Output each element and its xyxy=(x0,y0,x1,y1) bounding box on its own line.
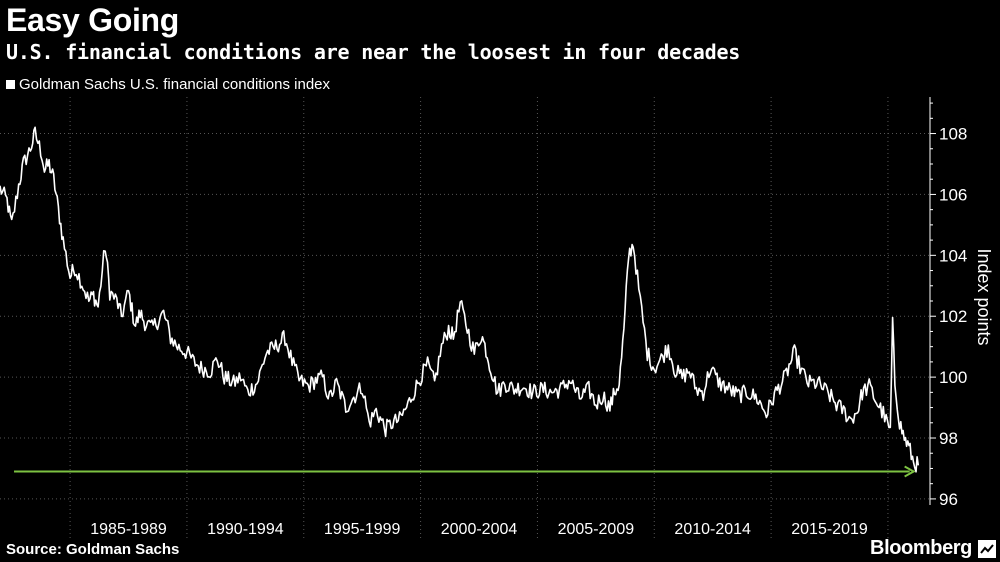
annotation-layer xyxy=(14,465,916,478)
x-period-label: 2005-2009 xyxy=(558,521,635,538)
bloomberg-logo: Bloomberg xyxy=(870,537,972,559)
y-axis-label: Index points xyxy=(974,248,994,345)
bloomberg-mark-icon xyxy=(978,540,996,558)
y-tick-label: 106 xyxy=(939,185,967,204)
legend: Goldman Sachs U.S. financial conditions … xyxy=(6,76,330,93)
y-tick-label: 102 xyxy=(939,307,967,326)
x-period-label: 2000-2004 xyxy=(441,521,518,538)
y-axis: 96 98 100 102 104 106 108 xyxy=(929,97,967,509)
chart-subtitle: U.S. financial conditions are near the l… xyxy=(6,40,741,64)
y-tick-label: 100 xyxy=(939,368,967,387)
source-note: Source: Goldman Sachs xyxy=(6,541,180,558)
legend-swatch xyxy=(6,80,15,89)
x-period-label: 2010-2014 xyxy=(674,521,751,538)
x-period-label: 2015-2019 xyxy=(791,521,868,538)
series-line xyxy=(0,126,920,473)
chart-title: Easy Going xyxy=(6,2,180,38)
x-period-label: 1990-1994 xyxy=(207,521,284,538)
annotation-arrow-head xyxy=(904,465,916,478)
y-tick-label: 108 xyxy=(939,125,967,144)
y-tick-label: 98 xyxy=(939,429,958,448)
y-tick-label: 96 xyxy=(939,490,958,509)
y-tick-label: 104 xyxy=(939,246,967,265)
x-period-label: 1985-1989 xyxy=(90,521,167,538)
series-layer xyxy=(0,126,920,473)
legend-label: Goldman Sachs U.S. financial conditions … xyxy=(19,76,331,93)
x-period-label: 1995-1999 xyxy=(324,521,401,538)
x-axis: 1985-1989 1990-1994 1995-1999 2000-2004 2005… xyxy=(90,521,868,538)
